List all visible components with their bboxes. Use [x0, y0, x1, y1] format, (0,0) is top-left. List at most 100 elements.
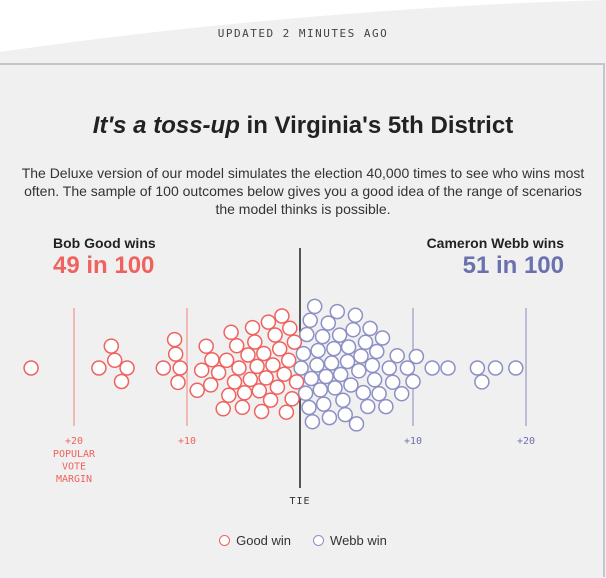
outcome-dot [347, 307, 364, 324]
outcome-dot [271, 341, 288, 357]
outcome-dot [310, 342, 326, 359]
outcome-dot [318, 368, 334, 385]
outcome-dot [234, 399, 251, 416]
outcome-dot [228, 337, 245, 354]
outcome-dot [256, 345, 272, 362]
outcome-dot [244, 319, 261, 336]
outcome-dot [284, 391, 300, 407]
outcome-dot [242, 371, 259, 388]
outcome-dot [424, 360, 440, 376]
headline: It's a toss-up in Virginia's 5th Distric… [0, 112, 606, 140]
tick-label: +10 [404, 436, 422, 447]
legend-good-label: Good win [236, 533, 292, 548]
outcome-dot [262, 392, 279, 408]
header-swoosh [0, 0, 606, 64]
outcome-dot [210, 364, 227, 381]
outcome-dot [364, 357, 381, 374]
outcome-dot [393, 385, 410, 402]
outcome-dot [323, 355, 340, 371]
outcome-dot [357, 334, 374, 351]
outcome-dot [119, 360, 135, 376]
outcome-dot [198, 338, 214, 354]
tick-label: +20 [65, 436, 83, 447]
outcome-dot [306, 298, 323, 315]
axis-sublabel: MARGIN [56, 474, 92, 485]
legend-webb-dot [313, 535, 325, 546]
outcome-dot [113, 373, 130, 390]
outcome-dot [487, 360, 504, 376]
candidate-good-odds: 49 in 100 [53, 252, 155, 279]
candidate-webb: Cameron Webb wins 51 in 100 [427, 235, 564, 280]
outcome-dot [91, 360, 107, 376]
legend-item-webb: Webb win [313, 533, 387, 548]
outcome-dot [474, 374, 490, 390]
outcome-dot [314, 328, 331, 345]
outcome-dot [508, 360, 524, 376]
outcome-dot [381, 360, 398, 376]
outcome-dot [301, 399, 317, 416]
outcome-dot [247, 334, 263, 350]
candidate-webb-odds: 51 in 100 [462, 252, 564, 279]
outcome-dot [223, 324, 239, 341]
outcome-dot [265, 357, 281, 373]
legend: Good win Webb win [0, 533, 606, 548]
outcome-dot [339, 353, 356, 370]
outcome-dot [320, 315, 337, 331]
outcome-dot [251, 383, 268, 399]
outcome-dot [282, 320, 298, 336]
outcome-dot [312, 382, 329, 398]
outcome-dot [249, 358, 265, 375]
outcome-dot [155, 360, 172, 376]
outcome-dot [236, 385, 253, 401]
headline-emphasis: It's a toss-up [92, 112, 240, 139]
outcome-dot [378, 398, 394, 415]
outcome-dot [360, 398, 376, 415]
outcome-dot [340, 339, 357, 355]
outcome-dot [260, 314, 277, 330]
outcome-dot [348, 416, 365, 432]
outcome-dot [408, 348, 425, 365]
outcome-dot [240, 347, 256, 363]
candidate-good-name: Bob Good wins [53, 235, 156, 251]
outcome-dot [321, 409, 338, 426]
outcome-dot [276, 366, 292, 382]
candidate-good: Bob Good wins 49 in 100 [53, 235, 156, 280]
outcome-dot [304, 413, 321, 430]
outcome-dot [303, 370, 320, 387]
outcome-dot [329, 303, 346, 320]
outcome-dot [366, 372, 383, 388]
outcome-dot [204, 351, 220, 368]
outcome-dot [167, 346, 184, 362]
updated-timestamp: UPDATED 2 MINUTES AGO [217, 27, 389, 40]
outcome-dot [371, 385, 387, 402]
outcome-dot [345, 321, 361, 338]
outcome-dot [327, 380, 343, 396]
outcome-dot [469, 360, 486, 376]
outcome-dot [280, 352, 297, 369]
legend-webb-label: Webb win [330, 533, 387, 548]
outcome-dot [343, 377, 359, 393]
axis-sublabel: POPULAR [53, 449, 96, 460]
outcome-dot [326, 340, 342, 357]
outcome-dot [384, 374, 401, 390]
outcome-dot [23, 360, 39, 376]
outcome-dot [309, 357, 325, 373]
outcome-dot [362, 320, 378, 337]
outcome-dot [202, 377, 219, 393]
outcome-dot [295, 345, 312, 362]
outcome-dot [267, 327, 283, 343]
outcome-dots [23, 298, 524, 432]
tick-label: +20 [517, 436, 535, 447]
outcome-dot [166, 331, 183, 348]
outcome-dot [215, 401, 231, 417]
outcome-dot [103, 338, 120, 354]
outcome-dot [351, 363, 367, 379]
outcome-dot [218, 352, 235, 369]
outcome-dot [315, 396, 332, 412]
outcome-dot [440, 360, 456, 376]
legend-good-dot [219, 535, 231, 546]
outcome-dot [286, 334, 303, 350]
outcome-dot [405, 373, 421, 390]
outcome-dot [258, 370, 274, 386]
